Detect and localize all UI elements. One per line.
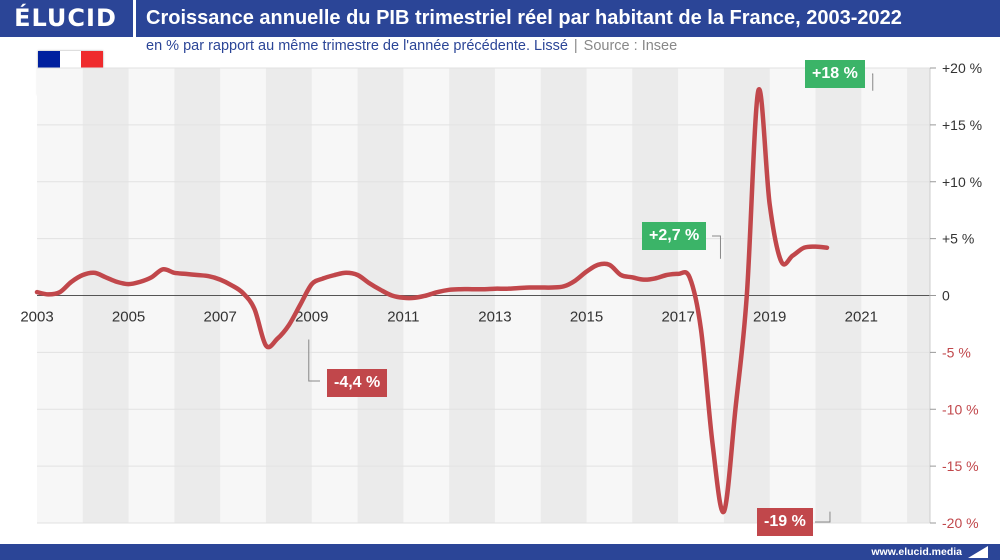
x-tick-label: 2007 <box>203 309 236 326</box>
chart-subtitle: en % par rapport au même trimestre de l'… <box>146 38 677 54</box>
x-tick-label: 2017 <box>661 309 694 326</box>
x-tick-label: 2019 <box>753 309 786 326</box>
y-tick-label: +5 % <box>942 231 974 247</box>
x-tick-label: 2015 <box>570 309 603 326</box>
y-tick-label: -5 % <box>942 344 971 360</box>
source-text: Source : Insee <box>583 38 678 54</box>
x-tick-label: 2021 <box>845 309 878 326</box>
footer-url[interactable]: www.elucid.media <box>871 546 962 558</box>
x-tick-label: 2003 <box>20 309 53 326</box>
x-tick-label: 2011 <box>387 309 419 326</box>
y-tick-label: -10 % <box>942 401 979 417</box>
subtitle-text: en % par rapport au même trimestre de l'… <box>146 38 568 54</box>
annotation-leader <box>872 73 874 91</box>
x-tick-label: 2013 <box>478 309 511 326</box>
annotation-leader <box>815 511 831 523</box>
y-tick-label: -20 % <box>942 515 979 531</box>
annotation-label: -19 % <box>757 508 813 536</box>
x-tick-label: 2009 <box>295 309 328 326</box>
elucid-logo-mark-icon <box>968 546 988 558</box>
chart-title: Croissance annuelle du PIB trimestriel r… <box>146 7 902 29</box>
annotation-leader <box>712 235 721 259</box>
annotation-label: +18 % <box>805 60 865 88</box>
annotation-leader <box>308 339 320 382</box>
header-bar <box>0 0 1000 37</box>
y-tick-label: +10 % <box>942 174 982 190</box>
y-tick-label: -15 % <box>942 458 979 474</box>
y-tick-label: +15 % <box>942 117 982 133</box>
series-line <box>34 87 830 515</box>
subtitle-separator: | <box>573 38 578 54</box>
y-tick-label: 0 <box>942 288 950 304</box>
logo-divider <box>133 0 136 37</box>
annotation-label: -4,4 % <box>327 369 388 397</box>
elucid-logo[interactable]: ÉLUCID <box>0 0 131 37</box>
footer-bar: www.elucid.media <box>0 544 1000 560</box>
y-tick-label: +20 % <box>942 60 982 76</box>
x-tick-label: 2005 <box>112 309 145 326</box>
annotation-label: +2,7 % <box>642 222 707 250</box>
